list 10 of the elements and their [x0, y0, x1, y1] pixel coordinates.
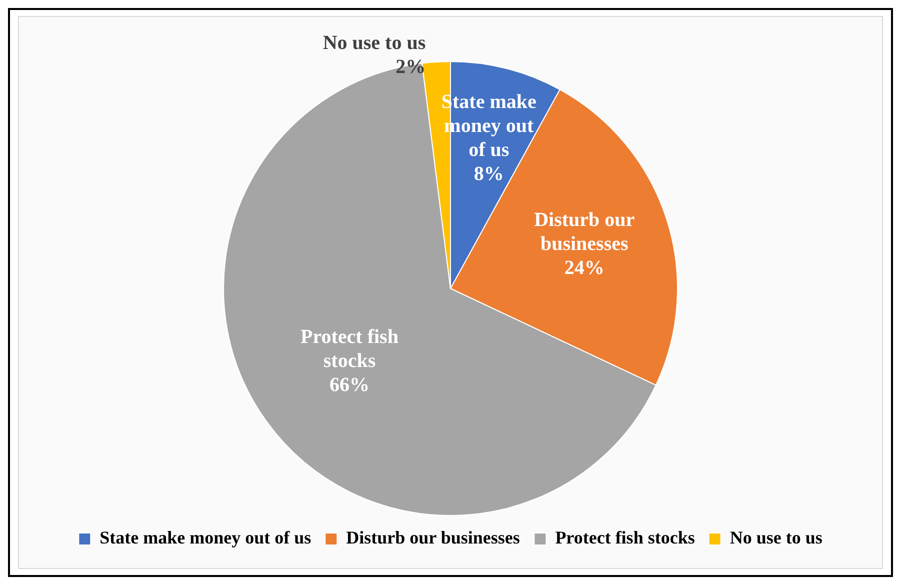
data-label: 24%: [564, 257, 604, 280]
slice-label: Disturb our businesses: [534, 209, 635, 256]
legend-label: Protect fish stocks: [555, 528, 695, 548]
data-label: 66%: [329, 374, 370, 396]
legend-label: Disturb our businesses: [346, 528, 520, 548]
slice-label: No use to us: [322, 32, 426, 54]
legend-label: No use to us: [730, 528, 822, 548]
legend-label: State make money out of us: [100, 528, 312, 548]
data-label: 8%: [474, 163, 504, 186]
slice-label: Protect fish stocks: [300, 326, 398, 372]
